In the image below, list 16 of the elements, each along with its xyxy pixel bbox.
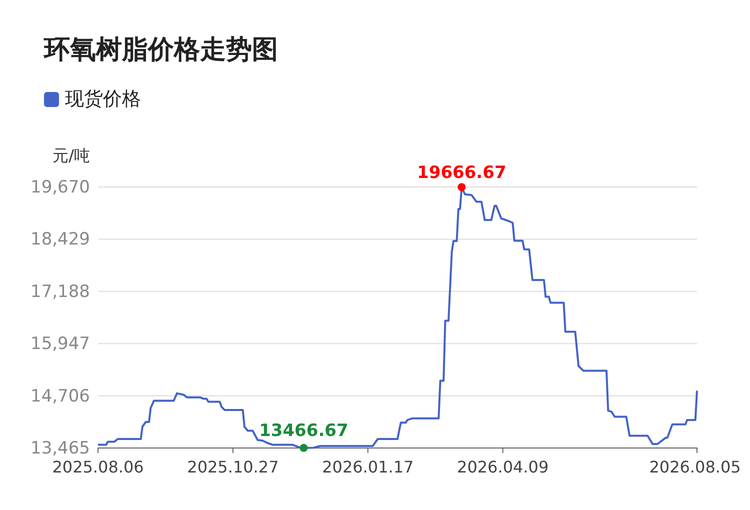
x-tick-label: 2026.04.09 bbox=[457, 457, 549, 476]
chart-title: 环氧树脂价格走势图 bbox=[43, 35, 278, 65]
annotation: 13466.67 bbox=[259, 420, 348, 441]
y-tick-label: 18,429 bbox=[30, 230, 90, 250]
y-tick-label: 17,188 bbox=[30, 282, 90, 302]
y-tick-label: 13,465 bbox=[30, 438, 90, 458]
x-tick-label: 2025.10.27 bbox=[187, 457, 279, 476]
y-tick-label: 19,670 bbox=[30, 177, 90, 198]
annotation: 19666.67 bbox=[417, 163, 506, 184]
y-axis-title: 元/吨 bbox=[52, 146, 90, 165]
y-tick-label: 14,706 bbox=[30, 386, 90, 406]
x-tick-label: 2025.08.06 bbox=[52, 457, 144, 476]
x-tick-label: 2026.08.05 bbox=[649, 457, 741, 476]
legend-label: 现货价格 bbox=[65, 88, 141, 110]
y-tick-label: 15,947 bbox=[30, 334, 90, 354]
x-tick-label: 2026.01.17 bbox=[322, 457, 414, 476]
